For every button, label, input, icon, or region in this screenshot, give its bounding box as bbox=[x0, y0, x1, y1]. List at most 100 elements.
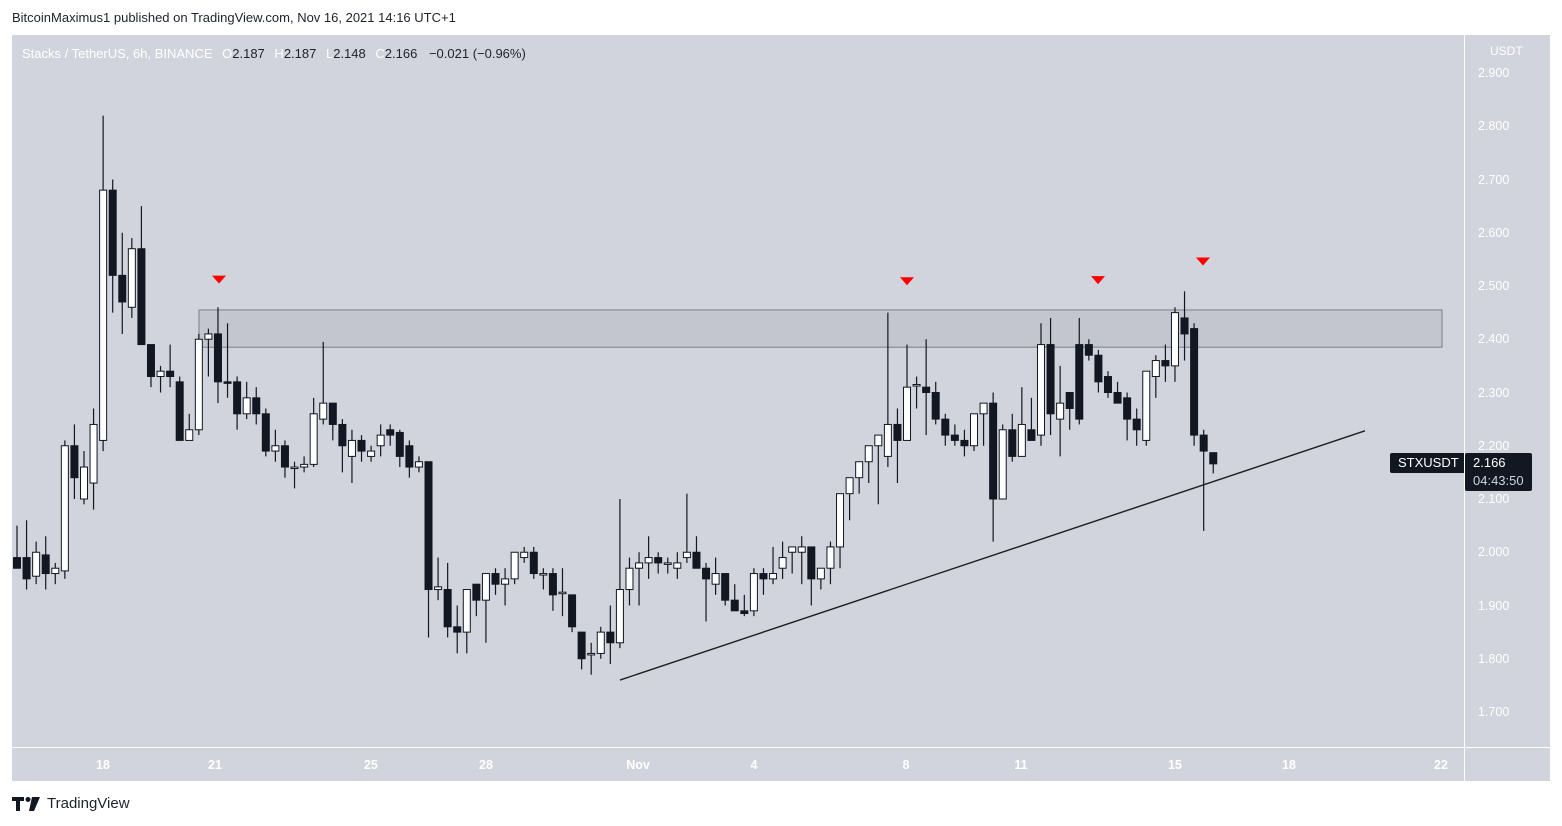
symbol-description: Stacks / TetherUS, 6h, BINANCE bbox=[22, 46, 213, 61]
red-down-triangle-icon bbox=[212, 275, 226, 284]
price-tick: 2.200 bbox=[1478, 438, 1510, 453]
candle-up bbox=[271, 445, 280, 452]
candle-up bbox=[89, 423, 98, 484]
candle-down bbox=[1180, 317, 1189, 335]
candle-up bbox=[644, 557, 653, 564]
high-key: H bbox=[274, 46, 284, 61]
candle-up bbox=[769, 573, 778, 580]
tradingview-footer[interactable]: TradingView bbox=[12, 795, 130, 812]
candle-down bbox=[338, 423, 347, 447]
price-tick: 2.700 bbox=[1478, 172, 1510, 187]
candle-up bbox=[1170, 312, 1179, 367]
plot-area[interactable]: Stacks / TetherUS, 6h, BINANCE O2.187 H2… bbox=[12, 35, 1464, 747]
candle-up bbox=[1036, 344, 1045, 436]
price-tick: 2.000 bbox=[1478, 545, 1510, 560]
candle-down bbox=[1065, 392, 1074, 409]
price-axis-divider bbox=[1464, 35, 1465, 781]
candle-up bbox=[883, 423, 892, 457]
candle-up bbox=[242, 397, 251, 415]
ascending-support-trendline bbox=[619, 430, 1366, 681]
candle-up bbox=[290, 466, 299, 470]
time-tick: 18 bbox=[1282, 758, 1296, 772]
candle-down bbox=[405, 445, 414, 468]
candle-up bbox=[673, 562, 682, 569]
candle-down bbox=[491, 573, 500, 585]
open-value: 2.187 bbox=[232, 46, 265, 61]
tradingview-logo-icon bbox=[12, 796, 40, 811]
candle-up bbox=[185, 429, 194, 441]
candlestick-chart bbox=[13, 115, 1443, 681]
candle-down bbox=[950, 434, 959, 441]
candle-up bbox=[845, 477, 854, 495]
symbol-price-tag: STXUSDT bbox=[1390, 453, 1464, 473]
candle-down bbox=[261, 413, 270, 452]
candle-up bbox=[300, 463, 309, 468]
price-tick: 2.100 bbox=[1478, 492, 1510, 506]
low-key: L bbox=[325, 46, 334, 61]
candle-up bbox=[635, 562, 644, 569]
chart-frame: Stacks / TetherUS, 6h, BINANCE O2.187 H2… bbox=[12, 35, 1550, 781]
candle-up bbox=[204, 333, 213, 340]
price-tick: 2.500 bbox=[1478, 279, 1510, 293]
time-tick: 11 bbox=[1014, 758, 1028, 772]
candle-down bbox=[931, 392, 940, 420]
candle-up bbox=[615, 589, 624, 644]
time-axis-divider bbox=[12, 747, 1550, 748]
candle-down bbox=[472, 583, 481, 601]
candle-down bbox=[989, 402, 998, 500]
candle-up bbox=[156, 370, 165, 378]
candle-up bbox=[60, 445, 69, 572]
candle-down bbox=[1075, 344, 1084, 420]
candle-up bbox=[625, 567, 634, 591]
candle-down bbox=[568, 594, 577, 628]
candle-up bbox=[788, 546, 797, 553]
candle-up bbox=[51, 567, 60, 575]
price-tick: 2.900 bbox=[1478, 66, 1510, 80]
candle-down bbox=[175, 381, 184, 441]
candle-up bbox=[663, 562, 672, 565]
candle-up bbox=[855, 461, 864, 479]
time-tick: 22 bbox=[1434, 758, 1448, 772]
candle-down bbox=[13, 557, 21, 569]
candle-up bbox=[520, 551, 529, 559]
candle-down bbox=[1209, 452, 1218, 465]
time-tick: 15 bbox=[1168, 758, 1182, 772]
price-axis-unit: USDT bbox=[1490, 44, 1523, 58]
red-down-triangle-icon bbox=[900, 277, 914, 286]
price-tick: 1.900 bbox=[1478, 598, 1510, 613]
change-value: −0.021 (−0.96%) bbox=[428, 46, 526, 61]
time-tick: Nov bbox=[626, 758, 650, 772]
candle-up bbox=[510, 551, 519, 580]
candle-up bbox=[970, 413, 978, 447]
candle-up bbox=[194, 338, 203, 431]
candle-down bbox=[1190, 328, 1199, 436]
candle-up bbox=[367, 450, 376, 457]
candle-down bbox=[1084, 344, 1093, 356]
candle-down bbox=[577, 631, 586, 660]
time-tick: 4 bbox=[750, 758, 758, 772]
current-price-value: 2.166 bbox=[1473, 455, 1506, 470]
candle-down bbox=[548, 573, 557, 596]
candle-down bbox=[1103, 376, 1112, 393]
candle-down bbox=[1094, 354, 1103, 383]
candle-down bbox=[357, 439, 366, 452]
candle-down bbox=[529, 551, 538, 575]
candle-down bbox=[166, 370, 175, 378]
candle-down bbox=[328, 402, 337, 425]
price-tick: 1.800 bbox=[1478, 651, 1510, 666]
red-down-triangle-icon bbox=[1196, 257, 1210, 266]
time-tick: 21 bbox=[208, 758, 222, 772]
candle-up bbox=[903, 386, 912, 441]
price-tick: 1.700 bbox=[1478, 705, 1510, 719]
candle-up bbox=[79, 466, 88, 500]
candle-down bbox=[941, 418, 950, 436]
candle-up bbox=[434, 586, 443, 591]
candle-down bbox=[424, 461, 433, 591]
candle-up bbox=[797, 546, 806, 553]
candle-down bbox=[1027, 429, 1036, 441]
candle-down bbox=[1199, 434, 1208, 452]
candle-down bbox=[692, 551, 701, 569]
candle-up bbox=[481, 573, 490, 601]
candle-down bbox=[922, 386, 931, 393]
candle-up bbox=[682, 551, 691, 559]
